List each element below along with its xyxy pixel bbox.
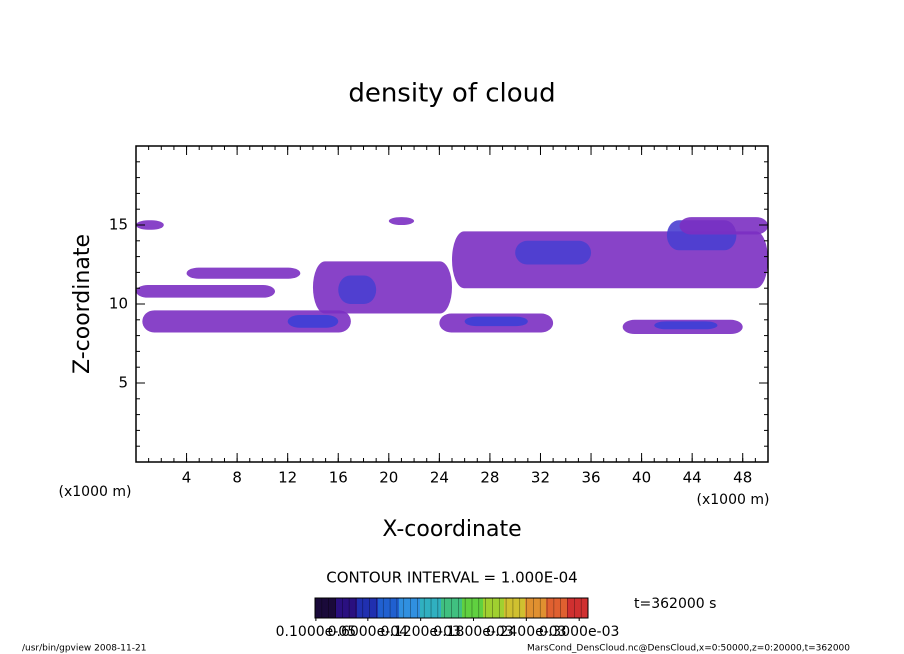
x-tick-label: 40 — [632, 469, 651, 487]
x-tick-label: 12 — [278, 469, 297, 487]
x-tick-label: 32 — [531, 469, 550, 487]
colorbar-tick-label: 0.1800e-03 — [433, 624, 513, 640]
colorbar-swatch — [357, 598, 379, 618]
y-unit: (x1000 m) — [59, 484, 132, 500]
colorbar-tick-label: 0.6000e-04 — [328, 624, 409, 640]
colorbar-tick-label: 0.1200e-03 — [380, 624, 460, 640]
footer-left: /usr/bin/gpview 2008-11-21 — [22, 644, 146, 654]
colorbar-swatch — [336, 598, 358, 618]
contour-interval: CONTOUR INTERVAL = 1.000E-04 — [326, 569, 577, 587]
colorbar-tick-label: 0.3000e-03 — [539, 624, 619, 640]
cloud-region — [654, 321, 718, 330]
x-tick-label: 48 — [733, 469, 752, 487]
y-tick-label: 5 — [118, 374, 128, 392]
colorbar-tick-label: 0.1000e-05 — [276, 624, 356, 640]
colorbar-swatch — [546, 598, 568, 618]
time-label: t=362000 s — [634, 596, 716, 612]
cloud-region — [312, 261, 452, 314]
cloud-region — [287, 315, 339, 328]
colorbar-swatch — [483, 598, 505, 618]
colorbar-swatch — [315, 598, 337, 618]
colorbar-swatch — [567, 598, 589, 618]
colorbar-swatch — [504, 598, 526, 618]
x-tick-label: 4 — [182, 469, 192, 487]
colorbar-swatch — [462, 598, 484, 618]
chart-title: density of cloud — [348, 79, 555, 109]
x-tick-label: 16 — [329, 469, 348, 487]
colorbar-swatch — [399, 598, 421, 618]
colorbar-swatch — [378, 598, 400, 618]
colorbar-frame — [314, 597, 589, 619]
cloud-region — [136, 220, 164, 230]
cloud-region — [136, 285, 276, 298]
cloud-region — [515, 240, 592, 265]
x-tick-label: 24 — [430, 469, 449, 487]
x-tick-label: 20 — [379, 469, 398, 487]
x-axis-title: X-coordinate — [382, 517, 521, 542]
cloud-region — [679, 217, 768, 235]
colorbar-tick-label: 0.2400e-03 — [486, 624, 566, 640]
y-tick-label: 10 — [109, 295, 128, 313]
y-axis-title: Z-coordinate — [70, 234, 95, 374]
x-tick-label: 36 — [581, 469, 600, 487]
cloud-region — [186, 267, 301, 279]
cloud-region — [464, 316, 528, 327]
y-tick-label: 15 — [109, 216, 128, 234]
colorbar-swatch — [525, 598, 547, 618]
footer-right: MarsCond_DensCloud.nc@DensCloud,x=0:5000… — [527, 644, 850, 654]
x-tick-label: 8 — [232, 469, 242, 487]
x-tick-label: 28 — [480, 469, 499, 487]
x-unit: (x1000 m) — [697, 492, 770, 508]
cloud-region — [338, 275, 377, 304]
cloud-region — [388, 217, 415, 225]
x-tick-label: 44 — [683, 469, 702, 487]
